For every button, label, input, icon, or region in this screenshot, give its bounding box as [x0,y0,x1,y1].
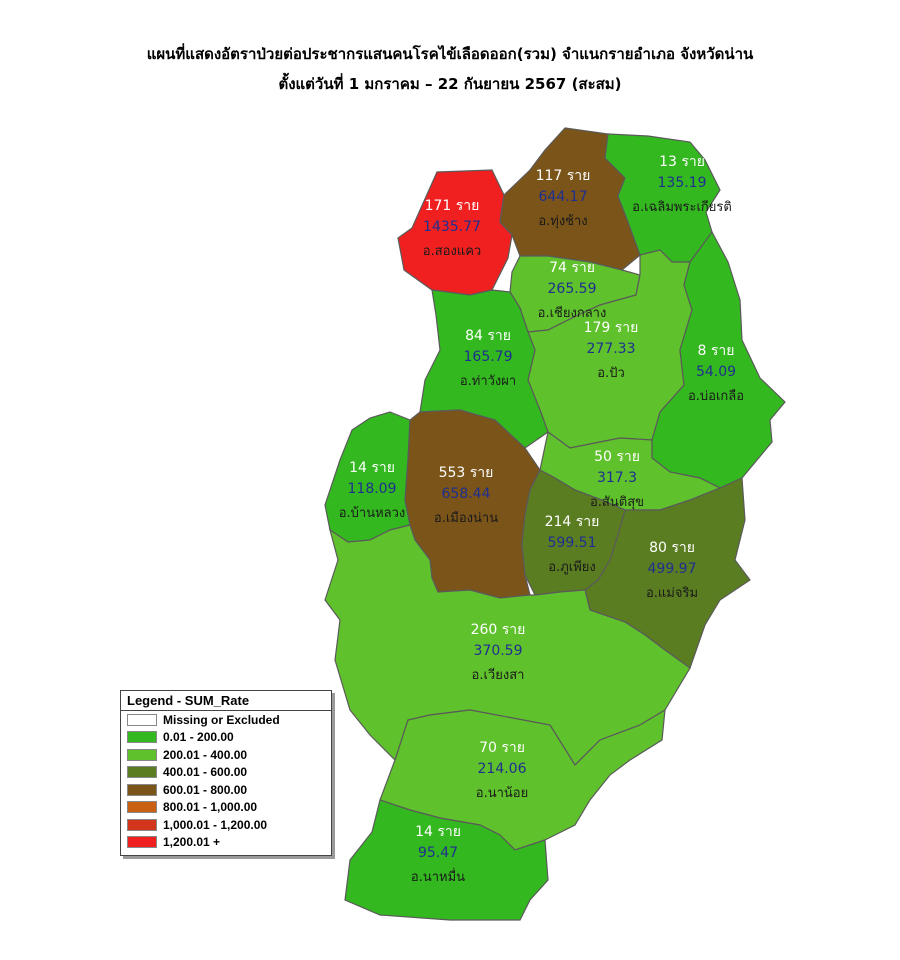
legend-item: 200.01 - 400.00 [121,746,331,764]
district-name-label: อ.เฉลิมพระเกียรติ [632,199,732,215]
district-rate-label: 165.79 [464,349,513,365]
district-rate-label: 658.44 [442,486,491,502]
district-thawangpha[interactable] [419,289,549,449]
legend-label: 800.01 - 1,000.00 [163,800,258,815]
legend-label: 1,200.01 + [163,835,221,850]
district-name-label: อ.สันติสุข [590,495,644,510]
legend-label: 400.01 - 600.00 [163,765,248,780]
legend-box: Legend - SUM_Rate Missing or Excluded 0.0… [120,690,332,856]
legend-item: 600.01 - 800.00 [121,781,331,799]
legend-item: 400.01 - 600.00 [121,764,331,782]
district-name-label: อ.บ่อเกลือ [688,388,744,404]
district-cases-label: 260 ราย [471,622,526,638]
legend-label: 200.01 - 400.00 [163,747,248,762]
district-cases-label: 80 ราย [649,540,695,556]
district-wiangsa[interactable] [324,524,691,766]
district-rate-label: 135.19 [658,175,707,191]
district-cases-label: 8 ราย [698,343,735,359]
district-rate-label: 644.17 [539,189,588,205]
district-name-label: อ.ภูเพียง [548,559,596,575]
district-cases-label: 214 ราย [545,514,600,530]
legend-item: 800.01 - 1,000.00 [121,799,331,817]
district-rate-label: 1435.77 [423,219,481,235]
map-title-line2: ตั้งแต่วันที่ 1 มกราคม – 22 กันยายน 2567… [278,75,622,93]
district-cases-label: 70 ราย [479,740,525,756]
district-namuen[interactable] [344,799,549,921]
district-rate-label: 214.06 [478,761,527,777]
district-rate-label: 499.97 [648,561,697,577]
district-rate-label: 370.59 [474,643,523,659]
legend-label: 1,000.01 - 1,200.00 [163,817,268,832]
district-cases-label: 13 ราย [659,154,705,170]
legend-swatch [127,836,157,849]
district-cases-label: 50 ราย [594,449,640,465]
legend-swatch [127,731,157,744]
district-name-label: อ.บ้านหลวง [339,506,406,521]
legend-title: Legend - SUM_Rate [121,691,331,711]
legend-item: 1,200.01 + [121,834,331,852]
legend-swatch [127,783,157,796]
legend-swatch [127,766,157,779]
district-name-label: อ.นาหมื่น [411,868,465,885]
district-cases-label: 14 ราย [349,460,395,476]
district-name-label: อ.เวียงสา [472,667,525,683]
district-cases-label: 179 ราย [584,320,639,336]
district-cases-label: 171 ราย [425,198,480,214]
legend-swatch [127,801,157,814]
district-cases-label: 14 ราย [415,824,461,840]
district-name-label: อ.เมืองน่าน [434,510,498,526]
legend-label: 0.01 - 200.00 [163,730,234,745]
map-title-line1: แผนที่แสดงอัตราป่วยต่อประชากรแสนคนโรคไข้… [146,45,754,63]
district-bandluang[interactable] [324,411,411,543]
district-cases-label: 74 ราย [549,260,595,276]
district-name-label: อ.นาน้อย [476,786,528,801]
district-cases-label: 84 ราย [465,328,511,344]
district-rate-label: 118.09 [348,481,397,497]
legend-swatch [127,713,157,726]
district-name-label: อ.ปัว [597,366,625,381]
district-name-label: อ.ท่าวังผา [460,374,516,389]
legend-swatch [127,818,157,831]
district-rate-label: 95.47 [418,845,458,861]
district-rate-label: 317.3 [597,470,637,486]
district-cases-label: 553 ราย [439,465,494,481]
legend-item: 0.01 - 200.00 [121,729,331,747]
legend-label: Missing or Excluded [163,712,280,727]
legend-label: 600.01 - 800.00 [163,782,248,797]
district-rate-label: 599.51 [548,535,597,551]
legend-item: 1,000.01 - 1,200.00 [121,816,331,834]
district-name-label: อ.เชียงกลาง [538,305,607,321]
district-name-label: อ.แม่จริม [646,586,698,601]
district-rate-label: 54.09 [696,364,736,380]
district-name-label: อ.สองแคว [423,244,481,259]
legend-item: Missing or Excluded [121,711,331,729]
district-rate-label: 265.59 [548,281,597,297]
district-rate-label: 277.33 [587,341,636,357]
legend-swatch [127,748,157,761]
district-name-label: อ.ทุ่งช้าง [538,214,587,229]
district-cases-label: 117 ราย [536,168,591,184]
